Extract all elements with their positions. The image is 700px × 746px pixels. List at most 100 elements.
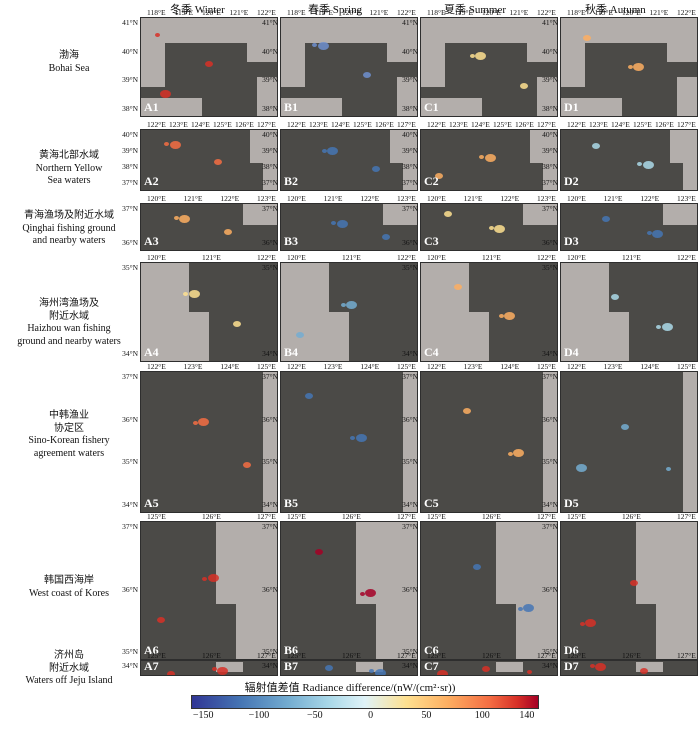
radiance-patch: [453, 283, 462, 290]
latitude-tick: 41°N: [122, 18, 138, 27]
row-label-line: 协定区: [54, 422, 84, 434]
radiance-patch: [192, 421, 198, 425]
latitude-tick: 35°N: [122, 457, 138, 467]
radiance-patch: [315, 549, 323, 556]
radiance-patch: [346, 301, 358, 310]
land-area: [495, 522, 557, 605]
longitude-tick: 127°E: [397, 120, 416, 129]
longitude-tick: 127°E: [397, 651, 416, 660]
panel-id-label: C4: [424, 345, 439, 359]
colorbar-tick: 100: [474, 710, 490, 721]
latitude-tick: 34°N: [542, 661, 558, 670]
radiance-patch: [305, 393, 314, 399]
radiance-patch: [527, 670, 533, 675]
longitude-tick: 120°E: [147, 194, 166, 203]
latitude-tick: 37°N: [122, 204, 138, 213]
latitude-tick: 40°N: [262, 130, 278, 139]
longitude-tick: 126°E: [622, 651, 641, 660]
longitude-tick: 122°E: [427, 362, 446, 371]
longitude-tick: 125°E: [287, 512, 306, 521]
latitude-tick: 40°N: [542, 46, 558, 56]
map-panel: A3: [140, 203, 278, 251]
map-panel: C6: [420, 521, 558, 660]
map-panel: C5: [420, 371, 558, 513]
panel-id-label: B5: [284, 496, 299, 510]
panel-id-label: D6: [564, 643, 579, 657]
panel-id-label: D4: [564, 345, 579, 359]
column-header: 秋季 Autumn: [585, 4, 646, 16]
latitude-tick: 35°N: [402, 263, 418, 272]
row-label-line: 海州湾渔场及: [39, 298, 99, 309]
land-area: [683, 372, 697, 512]
radiance-patch: [630, 579, 639, 586]
radiance-patch: [444, 211, 453, 218]
radiance-patch: [611, 294, 620, 301]
radiance-patch: [601, 216, 610, 223]
longitude-tick: 125°E: [567, 512, 586, 521]
radiance-patch: [520, 82, 529, 89]
longitude-tick: 124°E: [331, 120, 350, 129]
radiance-patch: [656, 324, 662, 329]
map-panel: D3: [560, 203, 698, 251]
land-area: [635, 522, 697, 605]
latitude-tick: 36°N: [542, 584, 558, 594]
row-label-line: Northern Yellow: [35, 162, 103, 174]
panel-id-label: B7: [284, 661, 299, 673]
map-panel: A5: [140, 371, 278, 513]
radiance-patch: [661, 322, 673, 331]
radiance-patch: [365, 589, 377, 598]
row-label-line: 黄海北部水域: [39, 150, 99, 161]
longitude-tick: 121°E: [649, 8, 669, 17]
map-panel: B2: [280, 129, 418, 191]
land-area: [249, 130, 277, 163]
radiance-patch: [160, 89, 172, 98]
radiance-patch: [475, 52, 487, 61]
latitude-tick: 37°N: [262, 372, 278, 381]
radiance-patch: [233, 320, 242, 327]
latitude-tick: 40°N: [122, 130, 138, 139]
row-label-line: Sino-Korean fishery: [28, 435, 110, 446]
row-label-line: 附近水域: [49, 662, 89, 674]
longitude-tick: 121°E: [229, 8, 249, 17]
map-panel: C4: [420, 262, 558, 362]
longitude-tick: 124°E: [500, 362, 520, 371]
latitude-tick: 39°N: [542, 146, 558, 155]
longitude-tick: 126°E: [515, 120, 534, 129]
latitude-tick: 37°N: [402, 178, 418, 187]
longitude-tick: 125°E: [633, 120, 652, 129]
land-area: [247, 27, 277, 63]
panel-id-label: A3: [144, 234, 159, 248]
longitude-tick: 120°E: [427, 194, 446, 203]
land-area: [561, 42, 586, 87]
longitude-tick: 123°E: [309, 120, 328, 129]
latitude-tick: 34°N: [122, 349, 138, 358]
row-label: 韩国西海岸 West coast of Kores: [0, 575, 138, 600]
longitude-tick: 120°E: [427, 253, 446, 262]
longitude-tick: 121°E: [482, 253, 501, 262]
latitude-tick: 36°N: [402, 414, 418, 424]
radiance-patch: [620, 423, 629, 430]
radiance-patch: [381, 233, 390, 240]
latitude-tick: 37°N: [262, 522, 278, 531]
longitude-tick: 121°E: [463, 194, 483, 203]
longitude-tick: 122°E: [397, 253, 416, 262]
longitude-tick: 127°E: [257, 120, 276, 129]
longitude-tick: 125°E: [147, 651, 166, 660]
radiance-patch: [592, 143, 601, 150]
radiance-patch: [652, 229, 664, 238]
panel-id-label: A6: [144, 643, 159, 657]
longitude-tick: 123°E: [449, 120, 468, 129]
radiance-patch: [166, 671, 175, 675]
radiance-patch: [489, 225, 494, 230]
panel-id-label: B2: [284, 174, 299, 188]
latitude-tick: 39°N: [402, 75, 418, 85]
longitude-tick: 122°E: [500, 194, 520, 203]
longitude-tick: 126°E: [655, 120, 674, 129]
longitude-tick: 123°E: [463, 362, 483, 371]
longitude-tick: 122°E: [427, 120, 446, 129]
radiance-patch: [202, 576, 208, 581]
land-area: [281, 98, 343, 116]
radiance-patch: [434, 172, 443, 179]
radiance-patch: [198, 418, 210, 427]
latitude-tick: 34°N: [402, 349, 418, 358]
